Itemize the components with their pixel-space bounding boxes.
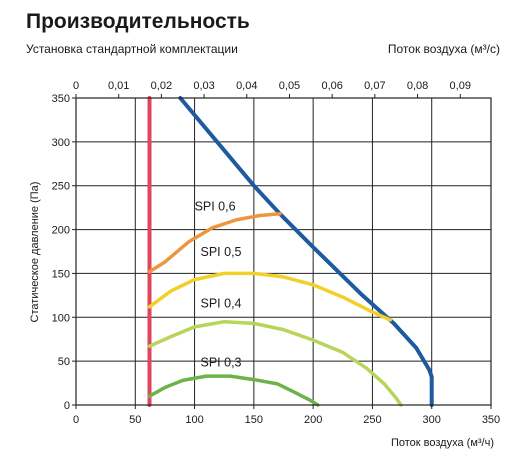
chart-title: Производительность — [26, 10, 250, 33]
series-group — [147, 96, 434, 407]
chart-subtitle: Установка стандартной комплектации — [26, 42, 238, 56]
y-tick-label: 200 — [52, 225, 70, 237]
x2-tick-label: 0,01 — [108, 80, 129, 92]
x2-tick-label: 0,05 — [279, 80, 300, 92]
y-tick-label: 0 — [64, 400, 70, 412]
x-tick-label: 100 — [185, 414, 203, 426]
x2-tick-label: 0,08 — [407, 80, 428, 92]
spi-label: SPI 0,4 — [201, 297, 242, 311]
x2-tick-label: 0,03 — [193, 80, 214, 92]
x2-tick-label: 0,06 — [321, 80, 342, 92]
y-tick-label: 300 — [52, 137, 70, 149]
plot-border — [75, 97, 492, 406]
series-line-spi-0-4 — [147, 319, 403, 407]
y-tick-label: 350 — [52, 93, 70, 105]
series-line-spi-0-3 — [147, 374, 320, 407]
x-tick-label: 300 — [423, 414, 441, 426]
spi-label: SPI 0,3 — [201, 355, 242, 369]
series-line-spi-0-6 — [147, 212, 282, 274]
x-tick-label: 0 — [73, 414, 79, 426]
grid — [76, 98, 491, 405]
series-line — [178, 96, 434, 407]
x2-tick-label: 0,04 — [236, 80, 257, 92]
x-tick-label: 250 — [363, 414, 381, 426]
x-tick-label: 200 — [304, 414, 322, 426]
y-tick-label: 100 — [52, 312, 70, 324]
x-tick-label: 150 — [245, 414, 263, 426]
top-axis-label: Поток воздуха (м³/с) — [388, 42, 500, 56]
x-tick-label: 350 — [482, 414, 500, 426]
series-line-spi-0-5 — [147, 271, 392, 322]
x-tick-label: 50 — [129, 414, 141, 426]
y-tick-label: 150 — [52, 268, 70, 280]
x2-tick-label: 0,09 — [450, 80, 471, 92]
plot-frame — [72, 94, 492, 409]
y-axis-label: Статическое давление (Па) — [29, 182, 41, 323]
x2-tick-label: 0 — [73, 80, 79, 92]
y-tick-label: 250 — [52, 181, 70, 193]
spi-label: SPI 0,5 — [201, 245, 242, 259]
x2-tick-label: 0,07 — [364, 80, 385, 92]
y-tick-label: 50 — [58, 356, 70, 368]
spi-label: SPI 0,6 — [195, 199, 236, 213]
x2-tick-label: 0,02 — [151, 80, 172, 92]
tick-labels: 0 50 100 150 200 250 300 3500501001502002503003… — [52, 80, 501, 426]
bottom-axis-label: Поток воздуха (м³/ч) — [391, 437, 494, 449]
